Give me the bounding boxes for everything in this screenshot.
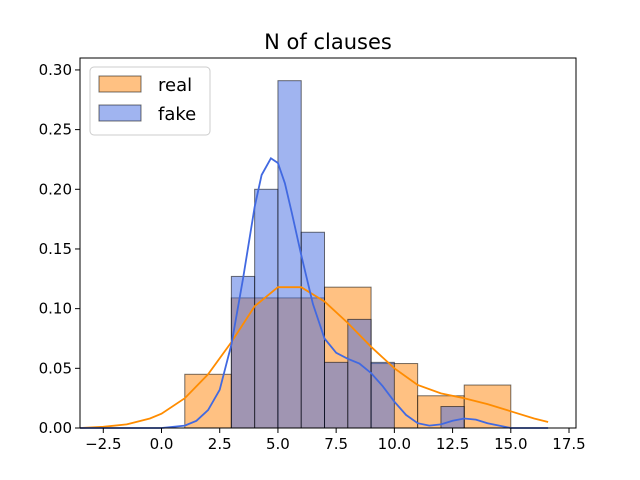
x-axis: −2.5 0.0 2.5 5.0 7.5 10.0 12.5 15.0 17.5 [85, 428, 586, 453]
kde-line-fake [80, 157, 549, 429]
x-tick-label: 10.0 [378, 435, 411, 453]
x-tick-label: 17.5 [552, 435, 585, 453]
x-tick-label: 12.5 [436, 435, 469, 453]
legend-swatch-real [98, 75, 142, 93]
x-tick-label: 15.0 [494, 435, 527, 453]
x-tick-label: 7.5 [324, 435, 348, 453]
bar-fake [370, 361, 395, 429]
y-tick-label: 0.30 [39, 61, 72, 79]
bar-fake [324, 361, 349, 429]
y-tick-label: 0.00 [39, 419, 72, 437]
x-tick-label: 2.5 [208, 435, 232, 453]
bar-real [463, 384, 512, 429]
y-tick-label: 0.20 [39, 180, 72, 198]
y-axis: 0.00 0.05 0.10 0.15 0.20 0.25 0.30 [39, 61, 80, 437]
legend-label-real: real [158, 75, 192, 96]
y-tick-label: 0.15 [39, 240, 72, 258]
x-tick-label: −2.5 [85, 435, 121, 453]
bar-fake [277, 80, 302, 429]
kde-layer [79, 157, 549, 429]
chart-title: N of clauses [264, 30, 392, 54]
bars-layer [184, 80, 512, 429]
bar-fake [230, 275, 256, 429]
y-tick-label: 0.25 [39, 121, 72, 139]
x-tick-label: 5.0 [266, 435, 290, 453]
x-tick-label: 0.0 [150, 435, 174, 453]
bar-real [184, 373, 232, 429]
bar-fake [254, 188, 279, 429]
plot-frame [79, 57, 577, 429]
legend-swatch-fake [98, 104, 142, 122]
y-tick-label: 0.05 [39, 359, 72, 377]
kde-line-real [79, 286, 549, 429]
y-tick-label: 0.10 [39, 300, 72, 318]
legend: real fake [89, 66, 211, 136]
bar-fake [440, 406, 465, 429]
legend-label-fake: fake [158, 104, 196, 125]
